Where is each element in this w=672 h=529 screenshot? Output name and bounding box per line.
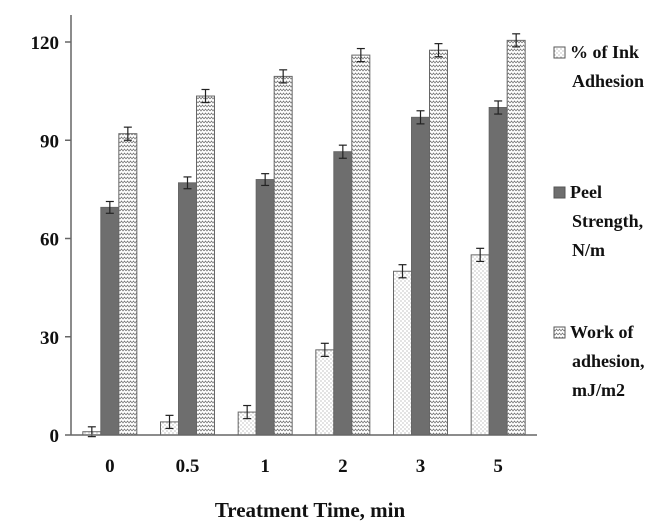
legend-label-2-line-1: Peel (570, 182, 602, 202)
y-ticks: 0 30 60 90 120 (31, 33, 71, 447)
bar-2-5 (488, 107, 508, 436)
bar-1-5 (470, 254, 490, 436)
bars (82, 39, 526, 436)
bar-3-5 (506, 39, 526, 436)
y-tick-label-60: 60 (40, 230, 59, 251)
bar-2-2 (333, 151, 353, 436)
legend: % of Ink Adhesion Peel Strength, N/m Work of a… (553, 42, 645, 400)
legend-label-1-line-1: % of Ink (570, 42, 639, 62)
bar-1-3 (393, 270, 412, 436)
bar-3-3 (429, 49, 448, 436)
legend-swatch-3 (553, 326, 566, 339)
bar-3-1 (273, 75, 293, 436)
legend-swatch-1 (553, 46, 566, 59)
x-ticks: 0 0.5 1 2 3 5 (105, 456, 503, 477)
y-tick-label-90: 90 (40, 131, 59, 152)
x-tick-label-0: 0 (105, 456, 115, 477)
x-axis-label: Treatment Time, min (215, 498, 406, 522)
bar-3-0.5 (196, 95, 215, 436)
plot-area (71, 15, 537, 435)
bar-1-2 (315, 349, 335, 436)
y-tick-label-30: 30 (40, 328, 59, 349)
legend-label-2-line-2: Strength, (572, 211, 643, 231)
y-tick-label-0: 0 (50, 426, 60, 447)
legend-label-3-line-3: mJ/m2 (572, 380, 625, 400)
x-tick-label-1: 1 (260, 456, 270, 477)
legend-label-1-line-2: Adhesion (572, 71, 644, 91)
x-tick-label-2: 2 (338, 456, 348, 477)
legend-label-2-line-3: N/m (572, 240, 605, 260)
x-tick-label-0.5: 0.5 (176, 456, 200, 477)
legend-label-3-line-1: Work of (570, 322, 635, 342)
legend-swatch-2 (553, 186, 566, 199)
bar-2-3 (411, 116, 430, 436)
x-tick-label-3: 3 (416, 456, 426, 477)
bar-2-0.5 (178, 182, 197, 436)
legend-label-3-line-2: adhesion, (572, 351, 645, 371)
y-tick-label-120: 120 (31, 33, 60, 54)
bar-3-2 (351, 54, 371, 436)
bar-2-1 (255, 179, 275, 436)
bar-3-0 (118, 133, 138, 436)
x-tick-label-5: 5 (493, 456, 503, 477)
bar-2-0 (100, 206, 120, 436)
error-bars (87, 33, 521, 438)
